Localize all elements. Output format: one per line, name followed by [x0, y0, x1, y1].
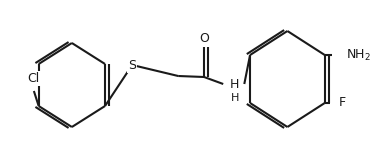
Text: H: H [231, 93, 239, 103]
Text: H: H [230, 78, 239, 90]
Text: NH$_2$: NH$_2$ [346, 47, 371, 63]
Text: Cl: Cl [28, 73, 40, 85]
Text: S: S [128, 59, 136, 71]
Text: O: O [199, 33, 209, 45]
Text: F: F [339, 97, 346, 109]
